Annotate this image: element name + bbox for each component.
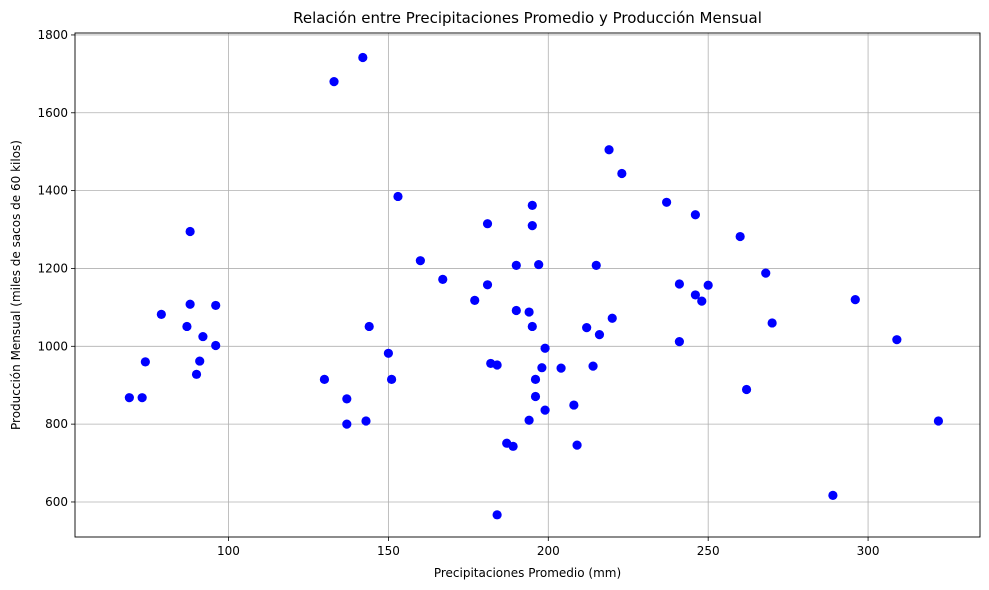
gridlines — [75, 33, 980, 537]
data-point — [383, 348, 393, 358]
data-point — [690, 290, 700, 300]
data-point — [482, 280, 493, 290]
axis-ticks: 100 150 200 250 300 600 800 1000 1200 1400 1600 180… — [37, 28, 879, 558]
data-point — [511, 260, 521, 270]
data-point — [364, 321, 374, 332]
x-tick-label: 150 — [377, 544, 400, 558]
data-point — [617, 168, 627, 179]
data-point — [211, 340, 221, 351]
data-point — [572, 440, 582, 450]
data-point — [540, 405, 550, 415]
data-point — [527, 321, 537, 332]
data-point — [527, 200, 537, 211]
data-point — [524, 307, 534, 317]
data-points — [124, 52, 944, 520]
data-point — [393, 191, 403, 202]
data-point — [140, 357, 150, 367]
data-point — [342, 394, 352, 404]
data-point — [156, 309, 166, 319]
data-point — [591, 260, 601, 270]
data-point — [556, 363, 566, 373]
data-point — [604, 145, 614, 155]
data-point — [569, 400, 579, 410]
data-point — [492, 510, 502, 520]
data-point — [690, 210, 700, 220]
data-point — [527, 221, 537, 231]
data-point — [674, 337, 684, 347]
data-point — [195, 356, 205, 366]
data-point — [540, 343, 550, 353]
data-point — [582, 323, 592, 333]
data-point — [534, 259, 544, 270]
data-point — [674, 279, 684, 289]
data-point — [850, 294, 860, 305]
data-point — [137, 393, 147, 403]
data-point — [828, 490, 838, 500]
x-tick-label: 250 — [697, 544, 720, 558]
x-tick-label: 100 — [217, 544, 240, 558]
data-point — [537, 363, 547, 373]
data-point — [767, 318, 777, 328]
data-point — [319, 374, 330, 384]
data-point — [588, 361, 598, 371]
data-point — [329, 77, 339, 87]
plot-frame — [74, 32, 981, 538]
x-tick-label: 200 — [537, 544, 560, 558]
y-tick-label: 1000 — [37, 339, 68, 353]
data-point — [358, 52, 368, 63]
chart-title: Relación entre Precipitaciones Promedio … — [293, 9, 762, 27]
data-point — [697, 296, 707, 306]
data-point — [741, 384, 752, 395]
data-point — [594, 330, 605, 340]
data-point — [470, 295, 480, 305]
x-tick-label: 300 — [857, 544, 880, 558]
y-tick-label: 600 — [45, 495, 68, 509]
y-axis-label: Producción Mensual (miles de sacos de 60… — [9, 140, 23, 430]
data-point — [198, 331, 208, 342]
data-point — [124, 393, 134, 403]
data-point — [508, 441, 518, 451]
data-point — [492, 360, 502, 370]
data-point — [892, 335, 902, 345]
y-tick-label: 1600 — [37, 106, 68, 120]
data-point — [703, 280, 713, 290]
data-point — [361, 416, 371, 426]
data-point — [182, 321, 192, 332]
y-tick-label: 1400 — [37, 184, 68, 198]
data-point — [524, 415, 534, 425]
data-point — [761, 268, 771, 278]
x-axis-label: Precipitaciones Promedio (mm) — [434, 566, 621, 580]
data-point — [185, 299, 195, 309]
data-point — [530, 391, 541, 402]
data-point — [386, 374, 397, 384]
data-point — [735, 231, 745, 242]
y-tick-label: 1200 — [37, 261, 68, 275]
data-point — [530, 374, 541, 384]
data-point — [662, 197, 672, 207]
y-tick-label: 800 — [45, 417, 68, 431]
data-point — [511, 305, 521, 316]
data-point — [607, 313, 617, 323]
data-point — [438, 274, 448, 284]
data-point — [342, 419, 352, 429]
data-point — [482, 219, 493, 229]
data-point — [933, 416, 944, 426]
data-point — [415, 256, 425, 266]
data-point — [185, 226, 195, 237]
data-point — [211, 300, 221, 311]
data-point — [191, 369, 202, 379]
y-tick-label: 1800 — [37, 28, 68, 42]
